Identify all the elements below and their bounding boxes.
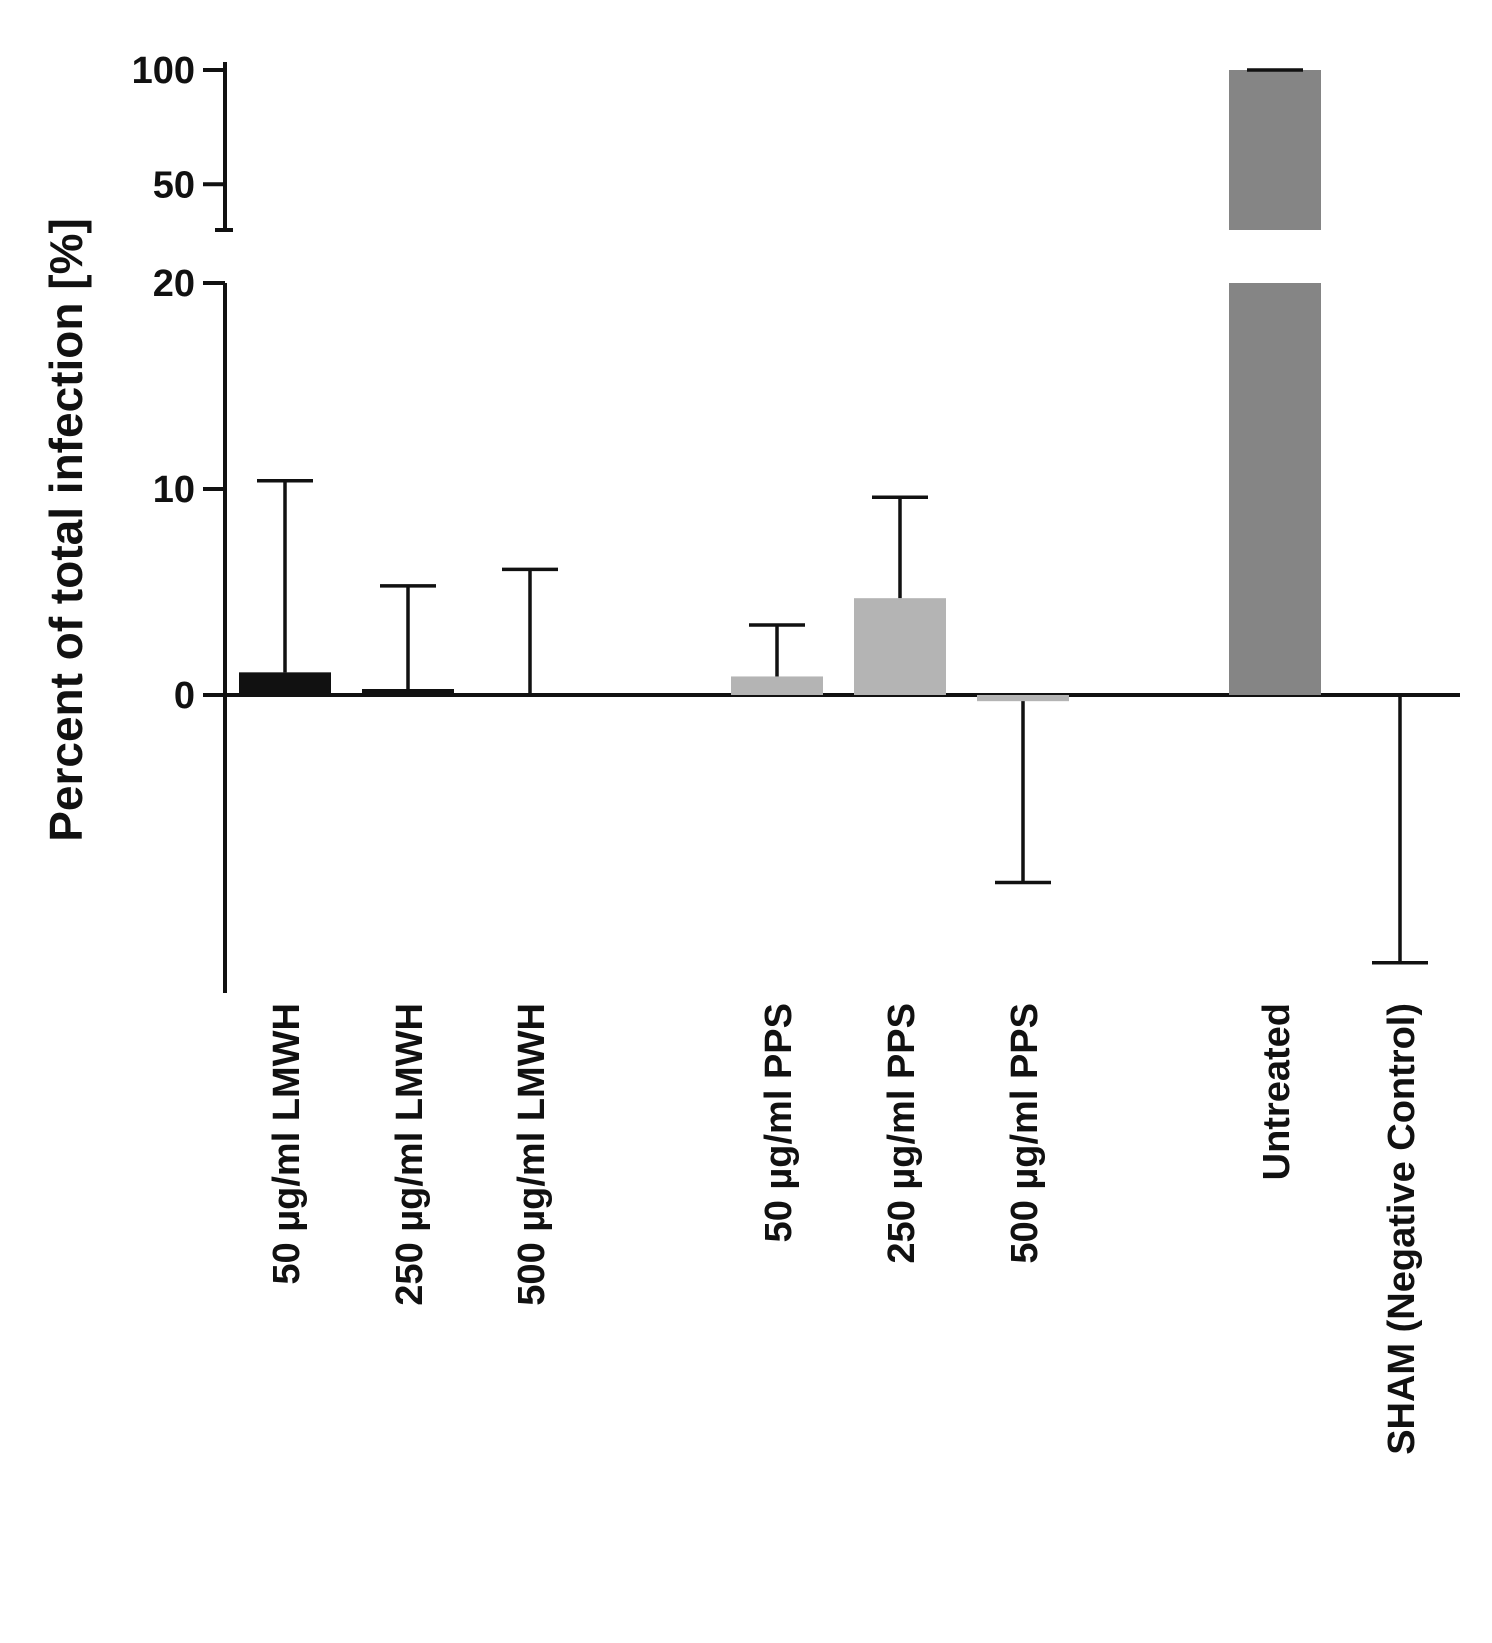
- category-labels: 50 µg/ml LMWH 250 µg/ml LMWH 500 µg/ml LMW…: [266, 1003, 1423, 1455]
- x-tick-label-3: 500 µg/ml LMWH: [511, 1003, 553, 1306]
- y-axis-title: Percent of total infection [%]: [40, 218, 92, 842]
- x-tick-label-4: 50 µg/ml PPS: [758, 1003, 800, 1242]
- y-tick-label-10: 10: [153, 469, 195, 511]
- x-tick-label-5: 250 µg/ml PPS: [881, 1003, 923, 1264]
- bar-5: [854, 598, 946, 695]
- x-tick-label-8: SHAM (Negative Control): [1381, 1003, 1423, 1455]
- x-tick-label-1: 50 µg/ml LMWH: [266, 1003, 308, 1285]
- y-tick-label-0: 0: [174, 675, 195, 717]
- bar-2: [362, 689, 454, 695]
- bar-4: [731, 676, 823, 695]
- y-tick-label-100: 100: [132, 50, 195, 92]
- bar-6: [977, 695, 1069, 702]
- x-tick-label-7: Untreated: [1256, 1003, 1298, 1180]
- x-tick-label-2: 250 µg/ml LMWH: [389, 1003, 431, 1306]
- bar-1: [239, 672, 331, 695]
- y-tick-label-20: 20: [153, 263, 195, 305]
- y-ticks: 0 10 20 50 100: [132, 50, 225, 717]
- y-tick-label-50: 50: [153, 164, 195, 206]
- error-bars: [257, 68, 1428, 965]
- bars: [239, 70, 1321, 702]
- bar-7-lower: [1229, 283, 1321, 695]
- bar-7-upper: [1229, 70, 1321, 230]
- x-tick-label-6: 500 µg/ml PPS: [1004, 1003, 1046, 1264]
